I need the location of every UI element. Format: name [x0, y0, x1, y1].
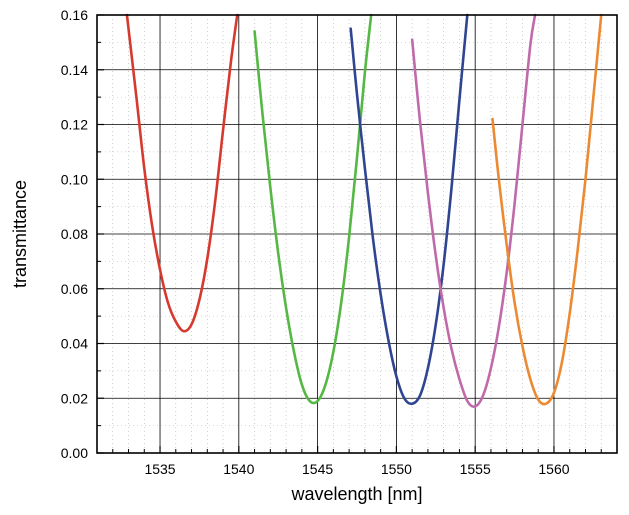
x-axis-title: wavelength [nm]: [290, 484, 422, 504]
y-tick-label: 0.00: [61, 445, 88, 461]
series-line-4: [410, 13, 537, 408]
y-tick-label: 0.06: [61, 281, 88, 297]
x-tick-label: 1550: [381, 461, 412, 477]
x-tick-label: 1560: [538, 461, 569, 477]
axis-ticks: [96, 14, 618, 454]
x-tick-label: 1555: [460, 461, 491, 477]
series-layer: [125, 13, 603, 408]
y-tick-label: 0.02: [61, 390, 88, 406]
x-tick-label: 1545: [302, 461, 333, 477]
x-tick-label: 1535: [144, 461, 175, 477]
y-axis-title: transmittance: [10, 180, 30, 288]
y-tick-label: 0.10: [61, 171, 88, 187]
series-line-3: [349, 13, 469, 406]
series-line-5: [491, 13, 603, 406]
major-gridlines: [97, 15, 617, 453]
x-axis-tick-labels: 1535 1540 1545 1550 1555 1560: [144, 461, 569, 477]
x-tick-label: 1540: [223, 461, 254, 477]
y-tick-label: 0.12: [61, 117, 88, 133]
series-line-1: [125, 13, 239, 333]
y-axis-tick-labels: 0.00 0.02 0.04 0.06 0.08 0.10 0.12 0.14 0.16: [61, 7, 88, 461]
series-line-2: [253, 13, 373, 405]
y-tick-label: 0.08: [61, 226, 88, 242]
y-tick-label: 0.16: [61, 7, 88, 23]
y-tick-label: 0.04: [61, 336, 88, 352]
y-tick-label: 0.14: [61, 62, 88, 78]
